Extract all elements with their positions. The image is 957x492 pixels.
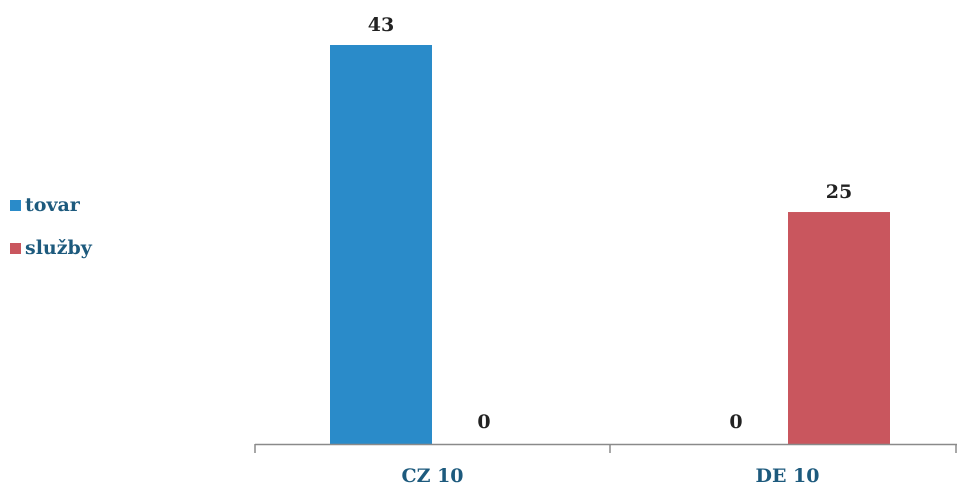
data-label-tovar-DE-10: 0 [729,411,742,433]
x-tick-label-DE-10: DE 10 [755,465,819,487]
bar-tovar-CZ-10 [330,45,432,444]
bars-layer [330,45,890,444]
data-label-služby-CZ-10: 0 [477,411,490,433]
legend-item-sluzby: služby [10,235,92,261]
legend-swatch-tovar [10,199,21,211]
legend-swatch-sluzby [10,242,21,254]
data-label-služby-DE-10: 25 [826,181,852,203]
data-label-tovar-CZ-10: 43 [368,14,394,36]
legend: tovar služby [10,192,92,278]
legend-label-sluzby: služby [25,237,92,259]
legend-label-tovar: tovar [25,194,80,216]
x-axis: CZ 10 DE 10 [254,443,957,487]
bar-služby-DE-10 [788,212,890,444]
data-labels-layer: 43 0 0 25 [368,14,852,433]
legend-item-tovar: tovar [10,192,92,218]
x-tick-label-CZ-10: CZ 10 [401,465,463,487]
